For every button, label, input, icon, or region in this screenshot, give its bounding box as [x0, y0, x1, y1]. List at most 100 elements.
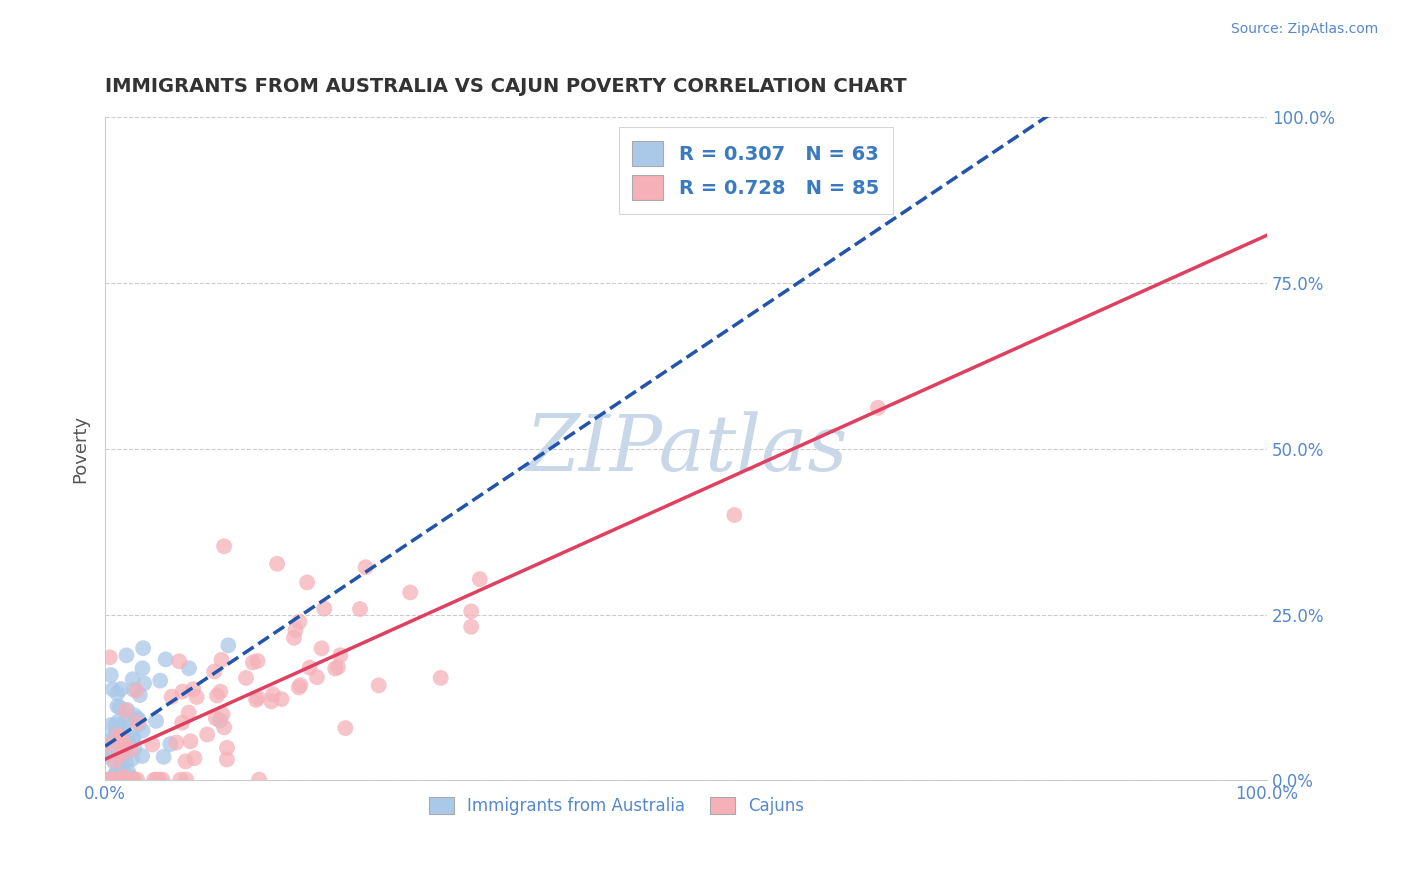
Point [323, 662, 346, 676]
Point [165, 735, 187, 749]
Point [326, 660, 349, 674]
Point [127, 713, 149, 727]
Point [208, 714, 231, 728]
Point [121, 732, 143, 747]
Point [110, 756, 132, 770]
Point [202, 665, 225, 679]
Point [284, 623, 307, 637]
Point [100, 668, 122, 682]
Point [349, 602, 371, 616]
Point [110, 760, 132, 774]
Point [104, 754, 127, 768]
Point [152, 772, 174, 787]
Text: IMMIGRANTS FROM AUSTRALIA VS CAJUN POVERTY CORRELATION CHART: IMMIGRANTS FROM AUSTRALIA VS CAJUN POVER… [105, 78, 907, 96]
Point [866, 401, 889, 415]
Point [181, 682, 204, 697]
Point [117, 736, 139, 750]
Point [460, 620, 482, 634]
Point [127, 711, 149, 725]
Point [115, 648, 138, 663]
Point [121, 672, 143, 686]
Point [110, 681, 132, 696]
Point [111, 741, 134, 756]
Point [177, 661, 200, 675]
Point [149, 673, 172, 688]
Point [295, 575, 318, 590]
Point [124, 741, 146, 756]
Point [179, 734, 201, 748]
Point [145, 772, 167, 787]
Point [127, 715, 149, 730]
Point [97, 744, 120, 758]
Point [429, 671, 451, 685]
Point [246, 654, 269, 668]
Point [131, 723, 153, 738]
Point [110, 770, 132, 784]
Point [152, 749, 174, 764]
Point [262, 687, 284, 701]
Point [105, 723, 128, 738]
Point [122, 772, 145, 787]
Point [399, 585, 422, 599]
Point [111, 753, 134, 767]
Point [329, 648, 352, 663]
Point [108, 700, 131, 714]
Point [177, 706, 200, 720]
Point [107, 714, 129, 729]
Point [97, 732, 120, 747]
Point [110, 747, 132, 762]
Point [104, 733, 127, 747]
Point [205, 689, 228, 703]
Point [172, 684, 194, 698]
Point [159, 737, 181, 751]
Point [160, 690, 183, 704]
Point [101, 682, 124, 697]
Point [288, 681, 311, 695]
Point [460, 604, 482, 618]
Point [245, 693, 267, 707]
Point [112, 772, 135, 787]
Point [128, 688, 150, 702]
Point [217, 638, 239, 652]
Point [195, 727, 218, 741]
Point [212, 720, 235, 734]
Point [115, 704, 138, 718]
Point [110, 725, 132, 739]
Point [145, 714, 167, 728]
Point [132, 676, 155, 690]
Point [174, 755, 197, 769]
Point [112, 720, 135, 734]
Point [260, 694, 283, 708]
Point [215, 740, 238, 755]
Point [115, 756, 138, 770]
Point [235, 671, 257, 685]
Point [97, 772, 120, 787]
Point [367, 678, 389, 692]
Point [246, 690, 269, 705]
Point [121, 752, 143, 766]
Point [101, 772, 124, 787]
Point [114, 772, 136, 787]
Point [169, 772, 191, 787]
Point [723, 508, 745, 522]
Point [107, 699, 129, 714]
Point [107, 686, 129, 700]
Point [114, 714, 136, 728]
Point [172, 715, 194, 730]
Point [110, 747, 132, 761]
Text: ZIPatlas: ZIPatlas [524, 410, 848, 487]
Point [122, 708, 145, 723]
Point [122, 682, 145, 697]
Legend: Immigrants from Australia, Cajuns: Immigrants from Australia, Cajuns [422, 790, 811, 822]
Point [112, 739, 135, 753]
Point [247, 772, 270, 787]
Point [115, 703, 138, 717]
Point [108, 772, 131, 787]
Point [468, 572, 491, 586]
Point [242, 656, 264, 670]
Point [314, 601, 336, 615]
Point [105, 772, 128, 787]
Point [128, 717, 150, 731]
Point [96, 738, 118, 752]
Point [288, 615, 311, 629]
